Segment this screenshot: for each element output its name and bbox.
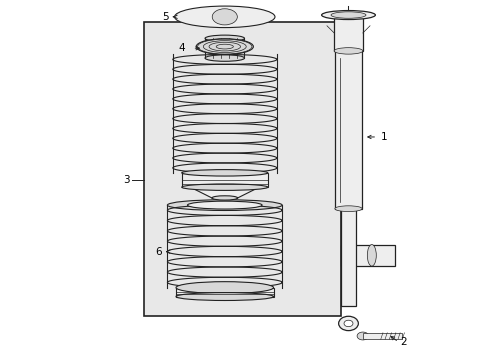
Ellipse shape <box>176 293 273 301</box>
Ellipse shape <box>321 10 375 19</box>
Ellipse shape <box>338 316 358 330</box>
Text: 3: 3 <box>123 175 129 185</box>
Bar <box>182 173 267 187</box>
Polygon shape <box>190 187 259 198</box>
Ellipse shape <box>204 55 244 61</box>
Ellipse shape <box>176 282 273 293</box>
Text: 4: 4 <box>178 43 185 53</box>
Ellipse shape <box>196 39 253 54</box>
Bar <box>176 288 273 297</box>
Ellipse shape <box>333 48 362 54</box>
Bar <box>341 244 394 266</box>
Ellipse shape <box>167 200 282 211</box>
Ellipse shape <box>182 170 267 176</box>
Text: 5: 5 <box>162 12 169 22</box>
Ellipse shape <box>330 12 365 18</box>
Ellipse shape <box>187 201 262 209</box>
Ellipse shape <box>212 9 237 25</box>
Ellipse shape <box>174 6 274 28</box>
Bar <box>333 15 362 51</box>
Text: 1: 1 <box>380 132 386 142</box>
Text: 6: 6 <box>155 247 162 257</box>
Bar <box>144 22 341 316</box>
Ellipse shape <box>211 196 237 200</box>
Ellipse shape <box>182 184 267 190</box>
Ellipse shape <box>366 244 376 266</box>
Ellipse shape <box>344 320 352 327</box>
Bar <box>204 39 244 58</box>
Text: 2: 2 <box>400 337 407 347</box>
Ellipse shape <box>204 35 244 41</box>
Bar <box>362 333 402 339</box>
Ellipse shape <box>356 332 368 340</box>
Ellipse shape <box>334 206 362 212</box>
Bar <box>341 209 355 306</box>
Bar <box>334 51 362 209</box>
